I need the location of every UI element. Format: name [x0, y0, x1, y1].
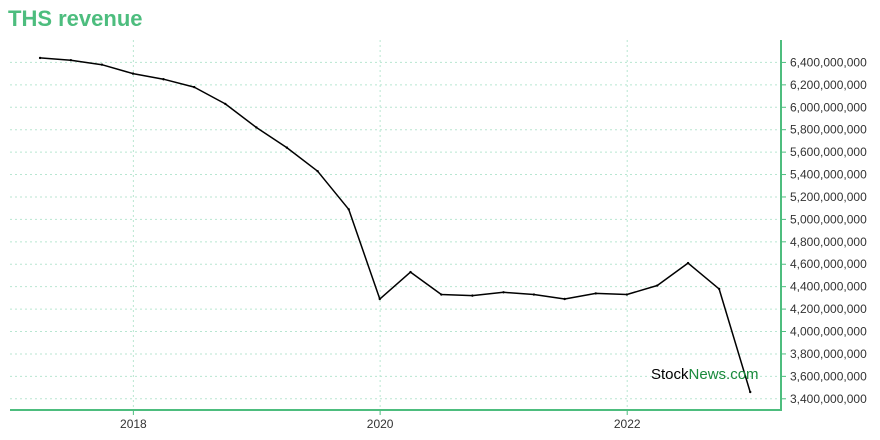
- data-point: [378, 297, 381, 301]
- y-gridlines: [10, 61, 786, 400]
- y-tick-label: 4,400,000,000: [790, 280, 867, 294]
- data-point: [224, 102, 227, 106]
- y-tick-label: 4,200,000,000: [790, 302, 867, 316]
- data-point: [440, 293, 443, 296]
- data-point: [656, 284, 659, 287]
- data-point: [193, 85, 196, 89]
- x-gridlines: [132, 40, 628, 415]
- axes: [10, 40, 782, 411]
- data-point: [717, 287, 721, 291]
- series-line: [40, 57, 751, 393]
- y-tick-label: 6,000,000,000: [790, 100, 867, 114]
- y-tick-label: 6,200,000,000: [790, 78, 867, 92]
- y-tick-label: 4,800,000,000: [790, 235, 867, 249]
- data-point: [255, 126, 258, 129]
- data-point: [347, 208, 350, 211]
- x-tick-label: 2020: [367, 417, 394, 431]
- data-point: [409, 270, 412, 274]
- data-point: [563, 297, 566, 301]
- data-point: [686, 261, 690, 265]
- data-point: [749, 390, 752, 394]
- data-point: [100, 63, 104, 66]
- y-tick-label: 4,600,000,000: [790, 257, 867, 271]
- y-tick-label: 3,400,000,000: [790, 392, 867, 406]
- series-group: [38, 56, 752, 394]
- y-tick-label: 5,600,000,000: [790, 145, 867, 159]
- watermark: StockNews.com: [651, 366, 759, 383]
- y-tick-label: 4,000,000,000: [790, 325, 867, 339]
- watermark-part2: News.com: [689, 366, 759, 383]
- y-tick-label: 5,000,000,000: [790, 212, 867, 226]
- data-point: [532, 293, 536, 296]
- data-point: [625, 293, 629, 296]
- data-point: [285, 146, 289, 149]
- y-tick-label: 3,800,000,000: [790, 347, 867, 361]
- y-tick-labels: 3,400,000,000 3,600,000,000 3,800,000,000 4…: [790, 55, 867, 405]
- y-tick-label: 5,400,000,000: [790, 168, 867, 182]
- data-point: [38, 56, 42, 60]
- data-point: [316, 169, 319, 173]
- y-tick-label: 6,400,000,000: [790, 55, 867, 69]
- data-point: [471, 294, 474, 297]
- x-tick-label: 2018: [120, 417, 147, 431]
- x-tick-labels: 2018 2020 2022: [120, 417, 641, 431]
- data-point: [69, 58, 73, 62]
- x-tick-label: 2022: [614, 417, 641, 431]
- data-point: [502, 291, 505, 294]
- y-tick-label: 3,600,000,000: [790, 369, 867, 383]
- data-point: [131, 72, 135, 75]
- data-point: [594, 292, 597, 295]
- watermark-part1: Stock: [651, 366, 689, 383]
- y-tick-label: 5,800,000,000: [790, 123, 867, 137]
- chart-title: THS revenue: [8, 6, 143, 31]
- data-point: [162, 78, 165, 81]
- y-tick-label: 5,200,000,000: [790, 190, 867, 204]
